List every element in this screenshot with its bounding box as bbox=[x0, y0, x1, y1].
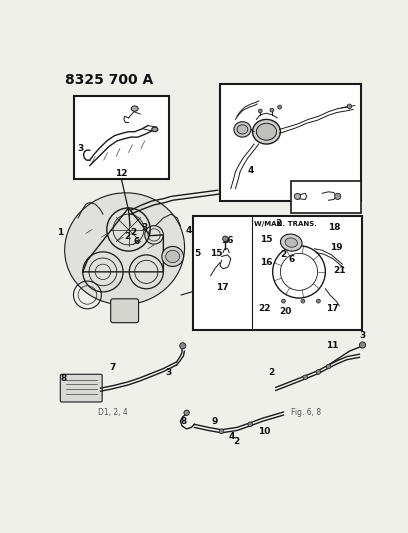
Text: 4: 4 bbox=[186, 225, 192, 235]
Text: 4: 4 bbox=[228, 432, 235, 441]
FancyBboxPatch shape bbox=[111, 299, 139, 322]
Text: 17: 17 bbox=[216, 284, 229, 293]
Text: 12: 12 bbox=[115, 169, 128, 179]
Ellipse shape bbox=[234, 122, 251, 137]
Circle shape bbox=[359, 342, 366, 348]
Text: 3: 3 bbox=[78, 144, 84, 153]
Text: 14: 14 bbox=[297, 205, 310, 214]
Text: 13: 13 bbox=[328, 205, 341, 214]
Circle shape bbox=[184, 410, 189, 415]
Circle shape bbox=[258, 109, 262, 113]
Text: 11: 11 bbox=[326, 341, 339, 350]
Ellipse shape bbox=[152, 127, 158, 132]
Text: 9: 9 bbox=[211, 417, 218, 426]
Text: Fig. 6, 8: Fig. 6, 8 bbox=[291, 408, 322, 417]
Circle shape bbox=[282, 299, 286, 303]
Text: D1, 2, 4: D1, 2, 4 bbox=[98, 408, 127, 417]
Ellipse shape bbox=[131, 106, 138, 111]
Text: 5: 5 bbox=[194, 249, 201, 258]
Text: 21: 21 bbox=[333, 265, 346, 274]
Text: 4: 4 bbox=[247, 166, 253, 175]
Text: W/MAN. TRANS.: W/MAN. TRANS. bbox=[254, 221, 317, 227]
FancyBboxPatch shape bbox=[60, 374, 102, 402]
Text: 1: 1 bbox=[57, 228, 64, 237]
Circle shape bbox=[326, 364, 331, 369]
Text: 16: 16 bbox=[260, 258, 273, 267]
Bar bbox=[220, 84, 361, 201]
Text: 6: 6 bbox=[134, 237, 140, 246]
Circle shape bbox=[294, 193, 301, 199]
Text: 6: 6 bbox=[288, 255, 295, 264]
Text: 2: 2 bbox=[268, 368, 274, 377]
Ellipse shape bbox=[237, 125, 248, 134]
Circle shape bbox=[219, 429, 224, 433]
Ellipse shape bbox=[162, 246, 184, 266]
Circle shape bbox=[270, 108, 274, 112]
Text: 3: 3 bbox=[359, 331, 366, 340]
Circle shape bbox=[347, 104, 352, 109]
Circle shape bbox=[180, 343, 186, 349]
Text: 2: 2 bbox=[233, 438, 239, 447]
Text: 2: 2 bbox=[280, 251, 287, 259]
Circle shape bbox=[278, 105, 282, 109]
Circle shape bbox=[335, 193, 341, 199]
Text: 10: 10 bbox=[258, 427, 270, 437]
Text: 2: 2 bbox=[130, 228, 136, 237]
Text: 15: 15 bbox=[210, 249, 222, 258]
Text: 7: 7 bbox=[109, 363, 115, 372]
Ellipse shape bbox=[65, 193, 184, 305]
Text: 8325 700 A: 8325 700 A bbox=[65, 73, 153, 87]
Text: 17: 17 bbox=[326, 304, 339, 313]
Bar bbox=[193, 216, 362, 330]
Text: 3: 3 bbox=[141, 223, 147, 232]
Text: 8: 8 bbox=[180, 417, 187, 426]
Bar bbox=[74, 96, 169, 180]
Circle shape bbox=[316, 370, 321, 374]
Text: 2: 2 bbox=[275, 220, 281, 229]
Circle shape bbox=[303, 375, 308, 379]
Circle shape bbox=[248, 422, 253, 426]
Circle shape bbox=[301, 299, 305, 303]
Text: 15: 15 bbox=[260, 235, 273, 244]
Text: 22: 22 bbox=[259, 304, 271, 313]
Text: 19: 19 bbox=[330, 243, 343, 252]
Ellipse shape bbox=[256, 123, 277, 140]
Ellipse shape bbox=[280, 234, 302, 251]
Text: 20: 20 bbox=[279, 308, 292, 316]
Ellipse shape bbox=[253, 119, 280, 144]
Text: 16: 16 bbox=[222, 236, 234, 245]
Circle shape bbox=[223, 236, 228, 241]
Text: 8: 8 bbox=[60, 374, 67, 383]
Circle shape bbox=[317, 299, 320, 303]
Text: 3: 3 bbox=[166, 368, 172, 377]
Ellipse shape bbox=[285, 238, 297, 247]
Text: 18: 18 bbox=[328, 223, 341, 232]
Text: 2: 2 bbox=[124, 232, 130, 241]
Bar bbox=[291, 181, 361, 213]
Ellipse shape bbox=[166, 251, 180, 263]
